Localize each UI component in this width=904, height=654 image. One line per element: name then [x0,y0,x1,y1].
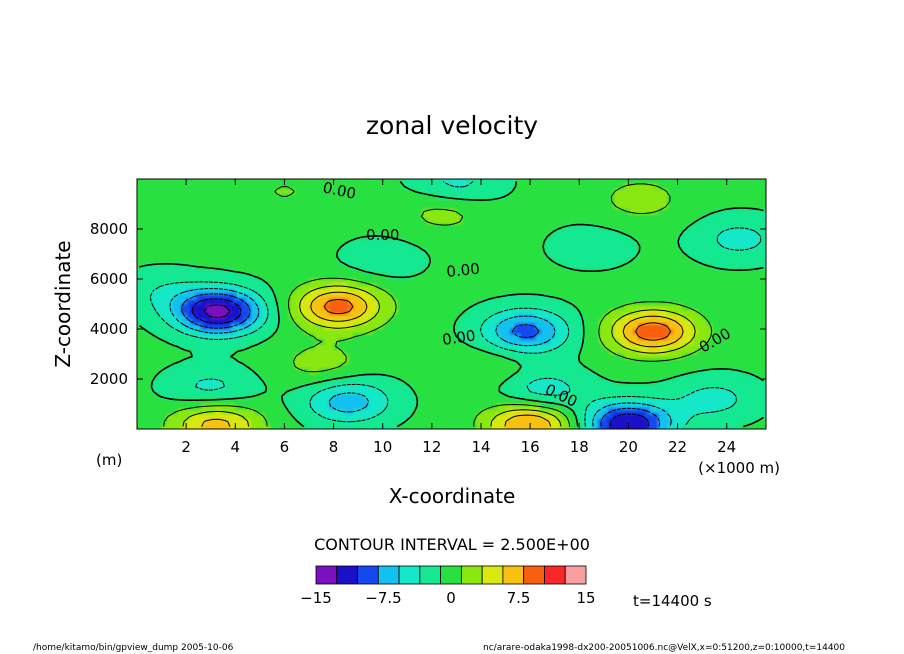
contour-line [149,181,762,427]
time-label: t=14400 s [633,592,712,610]
colorbar: −15 −7.5 0 7.5 15 [300,565,596,607]
contour-line [203,304,231,318]
contour-line [182,285,696,427]
contour-line [138,180,764,428]
x-tick-label: 10 [373,438,392,456]
footer-left-path: /home/kitamo/bin/gpview_dump 2005-10-06 [33,643,234,653]
x-tick-label: 20 [619,438,638,456]
colorbar-swatch [523,565,545,585]
colorbar-swatch [440,565,462,585]
colorbar-tick-label: 7.5 [507,589,531,607]
contour-line [201,291,684,427]
colorbar-swatch [564,565,587,585]
colorbar-tick-label: −15 [300,589,332,607]
colorbar-swatch [481,565,504,585]
x-tick-label: 8 [329,438,339,456]
colorbar-tick-label: 0 [446,589,456,607]
y-tick-label: 6000 [90,270,128,288]
x-tick-label: 14 [471,438,490,456]
contour-label: 0.00 [366,226,399,244]
colorbar-swatch [398,565,421,585]
x-tick-label: 2 [181,438,191,456]
x-tick-label: 6 [280,438,290,456]
colorbar-swatch [502,565,525,585]
colorbar-swatch [460,565,483,585]
colorbar-swatch [336,565,358,585]
colorbar-swatch [377,565,400,585]
footer-right-source: nc/arare-odaka1998-dx200-20051006.nc@Vel… [483,643,845,653]
x-tick-label: 16 [521,438,540,456]
x-unit-label: (×1000 m) [698,459,780,477]
x-tick-label: 22 [668,438,687,456]
contour-line [163,183,713,427]
colorbar-tick-label: −7.5 [365,589,401,607]
contour-lines [138,180,764,428]
contour-label: 0.00 [446,260,481,281]
y-axis: 2000 4000 6000 8000 [90,220,766,388]
y-tick-label: 4000 [90,320,128,338]
contour-label: 0.00 [441,326,477,348]
y-tick-label: 2000 [90,370,128,388]
colorbar-swatch [544,565,566,585]
plot-area: 0.00 0.00 0.00 0.00 0.00 0.00 [136,178,767,430]
contour-line [169,288,672,427]
x-tick-label: 18 [570,438,589,456]
contour-line [191,298,649,427]
y-axis-title: Z-coordinate [51,240,75,367]
colorbar-tick-label: 15 [576,589,595,607]
contour-line [181,293,661,427]
x-axis: 2 4 6 8 10 12 14 16 18 20 22 24 [181,179,736,456]
colorbar-swatch [357,565,379,585]
plot-frame [136,178,767,430]
y-tick-label: 8000 [90,220,128,238]
colorbar-swatch [419,565,442,585]
velocity-field-shading [137,179,766,429]
colorbar-swatch [315,565,338,585]
y-unit-label: (m) [96,451,122,469]
x-tick-label: 12 [422,438,441,456]
x-tick-label: 24 [717,438,736,456]
x-axis-title: X-coordinate [389,484,516,508]
contour-line [323,299,671,341]
contour-interval-label: CONTOUR INTERVAL = 2.500E+00 [314,535,590,554]
x-tick-label: 4 [231,438,241,456]
chart-title: zonal velocity [366,111,538,140]
